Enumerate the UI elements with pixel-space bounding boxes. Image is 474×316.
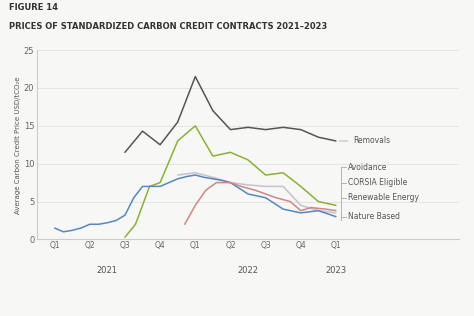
Text: Renewable Energy: Renewable Energy — [348, 193, 419, 202]
Text: 2022: 2022 — [237, 266, 258, 276]
Text: FIGURE 14: FIGURE 14 — [9, 3, 58, 12]
Text: CORSIA Eligible: CORSIA Eligible — [348, 178, 408, 187]
Y-axis label: Average Carbon Credit Price USD/tCO₂e: Average Carbon Credit Price USD/tCO₂e — [15, 76, 21, 214]
Text: Nature Based: Nature Based — [348, 212, 400, 221]
Text: 2021: 2021 — [97, 266, 118, 276]
Text: 2023: 2023 — [325, 266, 346, 276]
Text: Removals: Removals — [339, 137, 391, 145]
Text: PRICES OF STANDARDIZED CARBON CREDIT CONTRACTS 2021–2023: PRICES OF STANDARDIZED CARBON CREDIT CON… — [9, 22, 328, 31]
Text: Avoidance: Avoidance — [348, 163, 388, 172]
